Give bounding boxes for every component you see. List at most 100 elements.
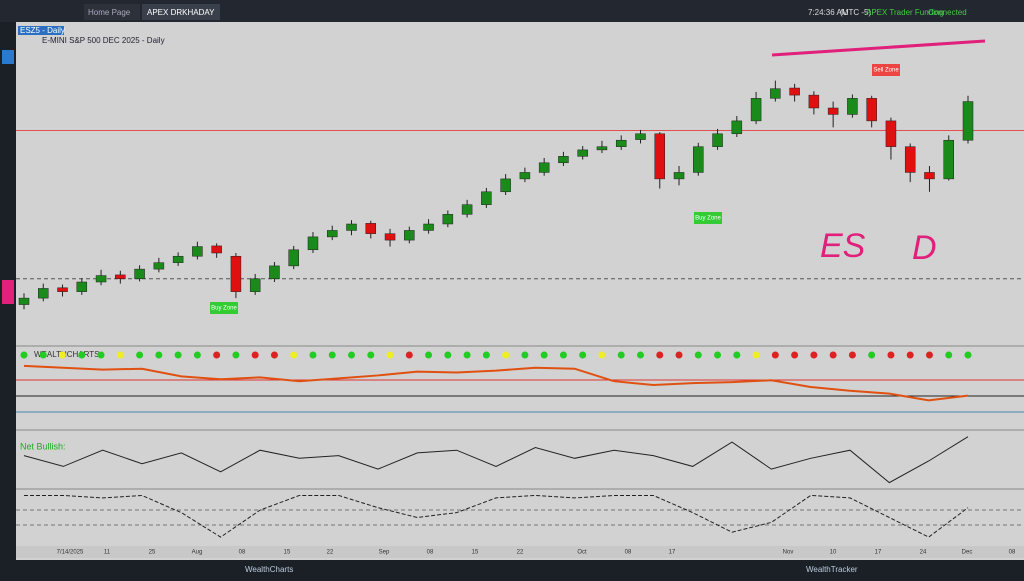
signal-dot <box>675 351 683 359</box>
x-tick-label: 10 <box>830 550 837 556</box>
candle-body <box>38 288 49 299</box>
tab-label[interactable]: APEX DRKHADAY <box>147 8 215 17</box>
signal-dot <box>636 351 644 359</box>
signal-dot <box>328 351 336 359</box>
signal-dot <box>367 351 375 359</box>
signal-dot <box>598 351 606 359</box>
candle-body <box>962 101 974 141</box>
candle-body <box>500 178 511 193</box>
signal-box <box>694 212 722 224</box>
x-tick-label: 15 <box>472 550 479 556</box>
candle-body <box>249 278 261 292</box>
signal-dot <box>964 351 972 359</box>
tab[interactable] <box>142 4 220 20</box>
annotation: ES <box>820 227 866 265</box>
signal-dot <box>174 351 182 359</box>
symbol: ESZ5 - Daily <box>20 26 65 35</box>
osc1-line <box>23 364 969 402</box>
signal-dot <box>540 351 548 359</box>
panel-label: Net Bullish: <box>20 441 66 451</box>
candle-body <box>750 98 762 122</box>
signal-dot <box>97 351 105 359</box>
signal-dot <box>405 351 413 359</box>
candle-body <box>654 133 666 180</box>
signal-dot <box>791 351 799 359</box>
signal-dot <box>559 351 567 359</box>
signal-dot <box>810 351 818 359</box>
candle-body <box>172 255 184 263</box>
tab-label[interactable]: Home Page <box>88 8 131 17</box>
drawing <box>771 39 986 57</box>
candle-body <box>76 281 88 292</box>
candle-body <box>827 107 839 115</box>
candle-body <box>18 297 30 305</box>
candle-body <box>211 245 222 254</box>
color-swatch[interactable] <box>2 280 14 304</box>
candle-body <box>230 255 242 292</box>
candle-body <box>153 262 165 270</box>
signal-dot <box>482 351 490 359</box>
signal-dot <box>270 351 278 359</box>
signal-dot <box>771 351 779 359</box>
x-tick-label: 22 <box>327 550 334 556</box>
signal-dot <box>521 351 529 359</box>
signal-dot <box>39 351 47 359</box>
x-tick-label: 25 <box>149 550 156 556</box>
signal-dot <box>444 351 452 359</box>
bottom-bar <box>0 560 1024 576</box>
candle-body <box>95 275 107 283</box>
x-tick-label: Oct <box>577 550 587 556</box>
x-tick-label: 15 <box>284 550 291 556</box>
clock: 7:24:36 AM <box>808 8 849 17</box>
signal-dot <box>656 351 664 359</box>
tool-button[interactable] <box>2 50 14 64</box>
bottom-tab[interactable]: WealthTracker <box>806 565 858 574</box>
candle-body <box>558 156 569 164</box>
bottom-tab[interactable]: WealthCharts <box>245 565 293 574</box>
candle-body <box>808 94 820 109</box>
x-tick-label: 24 <box>920 550 927 556</box>
signal-dot <box>59 351 67 359</box>
x-tick-label: 08 <box>239 550 246 556</box>
candle-body <box>307 236 319 251</box>
x-tick-label: 17 <box>669 550 676 556</box>
candle-body <box>288 249 299 267</box>
signal-label: Sell Zone <box>873 68 899 74</box>
signal-dot <box>617 351 625 359</box>
candle-body <box>635 133 646 140</box>
signal-dot <box>887 351 895 359</box>
annotation: D <box>912 229 937 267</box>
signal-dot <box>714 351 722 359</box>
x-tick-label: Sep <box>379 550 390 556</box>
account: APEX Trader Funding <box>866 8 944 17</box>
candle-body <box>365 223 377 234</box>
candle-body <box>789 87 800 96</box>
timezone: (UTC -5) <box>840 8 871 17</box>
x-tick-label: 22 <box>517 550 524 556</box>
candle-body <box>269 265 280 280</box>
osc2-line <box>23 436 969 484</box>
x-tick-label: Nov <box>783 550 794 556</box>
tab[interactable] <box>84 4 140 20</box>
signal-dot <box>425 351 433 359</box>
signal-dot <box>386 351 394 359</box>
candle-body <box>943 139 954 180</box>
x-tick-label: 08 <box>625 550 632 556</box>
signal-dot <box>348 351 356 359</box>
signal-dot <box>136 351 144 359</box>
candle-body <box>596 146 608 151</box>
signal-dot <box>945 351 953 359</box>
candle-body <box>693 146 704 173</box>
signal-label: Buy Zone <box>695 216 721 222</box>
candle-body <box>673 172 685 180</box>
candle-body <box>615 139 627 147</box>
candle-body <box>481 191 492 205</box>
signal-dot <box>752 351 760 359</box>
x-tick-label: 7/14/2025 <box>57 550 84 556</box>
candle-body <box>57 287 68 292</box>
candle-body <box>404 230 415 241</box>
signal-dot <box>232 351 240 359</box>
signal-dot <box>251 351 259 359</box>
x-axis <box>16 546 1024 558</box>
